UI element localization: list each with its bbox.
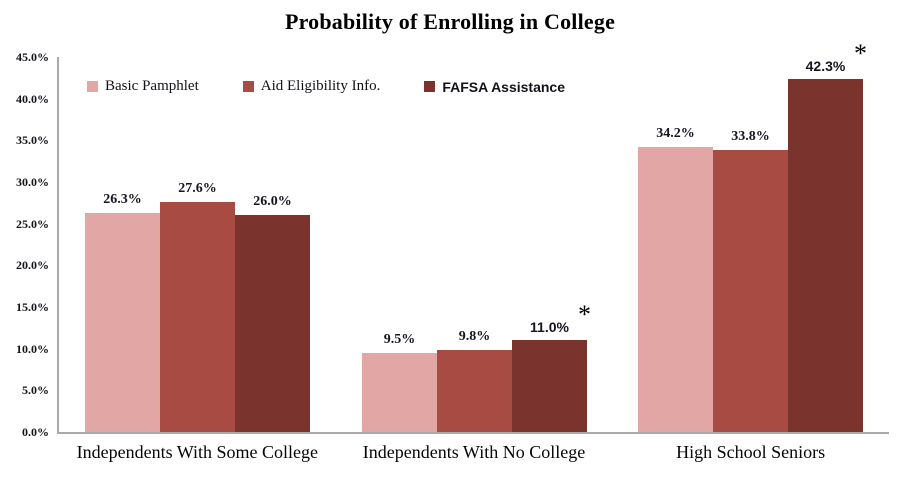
plot-area: Basic Pamphlet Aid Eligibility Info. FAFSA…	[16, 39, 889, 462]
bar-value-label: 9.8%	[458, 329, 491, 344]
y-axis-tick-label: 10.0%	[16, 341, 49, 356]
y-axis-tick-label: 25.0%	[16, 216, 49, 231]
bar-value-label: 26.3%	[103, 192, 142, 207]
legend: Basic Pamphlet Aid Eligibility Info. FAFSA…	[87, 78, 565, 95]
legend-label: Aid Eligibility Info.	[260, 78, 381, 94]
bar	[437, 350, 512, 432]
bar-value-label: 11.0% *	[530, 300, 591, 336]
legend-label: FAFSA Assistance	[442, 78, 565, 95]
bar-value-label: 26.0%	[253, 194, 292, 209]
bar-value-label: 9.5%	[383, 332, 416, 347]
bar	[85, 213, 160, 432]
legend-swatch-icon	[87, 81, 98, 92]
legend-item: Aid Eligibility Info.	[242, 78, 381, 95]
bar	[713, 150, 788, 432]
bar	[638, 147, 713, 432]
bar-value-label: 27.6%	[178, 181, 217, 196]
legend-label: Basic Pamphlet	[105, 78, 199, 94]
y-axis-tick-label: 5.0%	[22, 383, 49, 398]
bar-value-label: 34.2%	[656, 126, 695, 141]
bar	[512, 340, 587, 432]
significance-asterisk: *	[578, 300, 591, 329]
x-axis-category-label: High School Seniors	[676, 442, 826, 462]
y-axis-tick-label: 40.0%	[16, 91, 49, 106]
bar	[362, 353, 437, 432]
legend-item: Basic Pamphlet	[87, 78, 199, 95]
y-axis-tick-label: 30.0%	[16, 175, 49, 189]
y-axis-tick-label: 20.0%	[16, 258, 49, 273]
bar	[160, 202, 235, 432]
legend-item: FAFSA Assistance	[424, 78, 565, 95]
bar-value-label: 33.8%	[731, 129, 770, 144]
chart-title: Probability of Enrolling in College	[284, 9, 616, 34]
significance-asterisk: *	[854, 39, 867, 68]
bar	[235, 215, 310, 432]
y-axis-tick-label: 15.0%	[16, 300, 49, 314]
legend-swatch-icon	[424, 81, 436, 92]
x-axis-category-label: Independents With Some College	[76, 442, 319, 462]
y-axis-tick-label: 35.0%	[16, 133, 49, 148]
x-axis-category-label: Independents With No College	[362, 442, 586, 462]
legend-swatch-icon	[242, 81, 254, 92]
bar-value-label: 42.3% *	[805, 39, 867, 75]
bar	[788, 79, 863, 432]
y-axis-tick-label: 0.0%	[22, 425, 49, 439]
y-axis-tick-label: 45.0%	[16, 50, 49, 64]
